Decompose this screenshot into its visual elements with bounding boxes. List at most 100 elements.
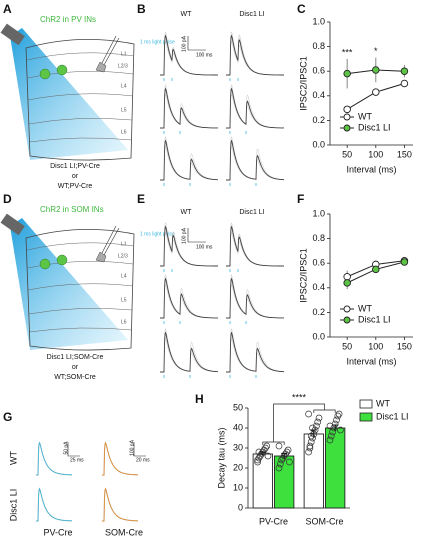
trace bbox=[226, 36, 284, 76]
column-label: WT bbox=[181, 209, 193, 216]
trace bbox=[102, 487, 138, 522]
trace bbox=[226, 277, 284, 319]
y-tick-label: 0.8 bbox=[312, 41, 325, 51]
x-tick-label: 150 bbox=[397, 149, 412, 159]
trace bbox=[226, 331, 284, 373]
y-tick-label: 30 bbox=[233, 442, 243, 452]
layer-label: L2/3 bbox=[118, 253, 128, 259]
trace bbox=[36, 487, 72, 522]
data-point bbox=[343, 272, 351, 281]
layer-label: L5 bbox=[121, 297, 127, 303]
slice-schematic bbox=[0, 23, 135, 161]
data-point bbox=[262, 444, 269, 452]
scale-label: 100 ms bbox=[196, 52, 213, 58]
panel-label: G bbox=[3, 410, 12, 424]
scale-label: 100 pA bbox=[181, 227, 187, 244]
scale-label: 25 ms bbox=[70, 457, 84, 463]
y-axis-label: IPSC2/IPSC1 bbox=[298, 248, 308, 303]
y-axis-label: IPSC2/IPSC1 bbox=[298, 56, 308, 111]
trace bbox=[226, 34, 284, 76]
layer-label: L4 bbox=[121, 273, 127, 279]
trace bbox=[226, 141, 284, 181]
data-point bbox=[315, 414, 323, 422]
y-tick-label: 20 bbox=[233, 462, 243, 472]
data-point bbox=[283, 448, 291, 456]
panel-label: D bbox=[3, 192, 12, 206]
x-tick-label: SOM-Cre bbox=[306, 516, 344, 526]
data-point bbox=[284, 446, 292, 454]
trace bbox=[226, 87, 284, 129]
column-label: PV-Cre bbox=[43, 527, 72, 537]
x-tick-label: 100 bbox=[368, 341, 383, 351]
data-point bbox=[313, 422, 320, 430]
data-point bbox=[329, 428, 336, 436]
row-label: WT bbox=[8, 451, 18, 465]
legend-label: WT bbox=[358, 111, 372, 121]
data-point bbox=[314, 418, 322, 426]
column-label: Disc1 LI bbox=[239, 11, 264, 18]
genotype: or bbox=[72, 173, 79, 180]
y-axis-label: Decay tau (ms) bbox=[216, 427, 226, 488]
data-point bbox=[286, 458, 293, 466]
trace bbox=[36, 441, 72, 476]
data-point bbox=[309, 424, 316, 432]
scale-bar bbox=[187, 228, 206, 243]
significance: *** bbox=[342, 47, 353, 57]
column-label: Disc1 LI bbox=[239, 209, 264, 216]
data-point bbox=[400, 258, 409, 266]
column-label: WT bbox=[181, 11, 193, 18]
data-point bbox=[276, 460, 284, 468]
significance: **** bbox=[292, 392, 307, 402]
x-tick-label: 150 bbox=[397, 341, 412, 351]
scale-bar bbox=[187, 36, 206, 51]
legend-marker bbox=[343, 305, 351, 313]
legend-label: Disc1 LI bbox=[376, 411, 409, 421]
panel-label: B bbox=[137, 2, 146, 16]
genotype: or bbox=[72, 364, 79, 371]
y-tick-label: 1.0 bbox=[312, 208, 325, 218]
legend-label: Disc1 LI bbox=[358, 122, 391, 132]
trace bbox=[160, 333, 219, 373]
y-tick-label: 10 bbox=[233, 482, 243, 492]
x-axis-label: Interval (ms) bbox=[346, 356, 396, 366]
layer-label: L2/3 bbox=[118, 63, 128, 69]
data-point bbox=[309, 434, 316, 442]
x-tick-label: 100 bbox=[368, 149, 383, 159]
y-tick-label: 0.0 bbox=[312, 331, 325, 341]
trace bbox=[226, 139, 284, 181]
stimulus-label: 1 ms light pulse bbox=[140, 231, 175, 237]
legend-swatch bbox=[359, 412, 373, 422]
y-tick-label: 0.4 bbox=[312, 282, 325, 292]
y-tick-label: 50 bbox=[233, 402, 243, 412]
trace bbox=[160, 277, 218, 319]
trace bbox=[226, 34, 284, 76]
x-tick-label: 50 bbox=[342, 341, 352, 351]
y-tick-label: 0.2 bbox=[312, 115, 325, 125]
layer-label: L6 bbox=[121, 319, 127, 325]
slice-schematic bbox=[0, 213, 135, 351]
data-point bbox=[254, 456, 261, 464]
data-point bbox=[334, 412, 342, 420]
schematic-title: ChR2 in SOM INs bbox=[40, 205, 104, 214]
data-point bbox=[400, 67, 409, 75]
x-tick-label: PV-Cre bbox=[259, 516, 288, 526]
y-tick-label: 1.0 bbox=[312, 16, 325, 26]
trace bbox=[160, 279, 219, 319]
bracket bbox=[273, 403, 325, 442]
trace bbox=[160, 87, 219, 129]
scale-label: 100 ms bbox=[196, 244, 213, 250]
legend-marker bbox=[343, 316, 351, 324]
data-point bbox=[306, 442, 314, 450]
layer-label: L5 bbox=[121, 107, 127, 113]
y-tick-label: 0.6 bbox=[312, 258, 325, 268]
data-point bbox=[343, 69, 351, 78]
panel-label: C bbox=[297, 2, 306, 16]
trace bbox=[36, 487, 72, 522]
legend-label: Disc1 LI bbox=[358, 314, 391, 324]
data-point bbox=[372, 88, 380, 96]
y-tick-label: 0 bbox=[238, 502, 243, 512]
y-tick-label: 0.0 bbox=[312, 139, 325, 149]
data-point bbox=[372, 265, 380, 274]
column-label: SOM-Cre bbox=[105, 527, 143, 537]
